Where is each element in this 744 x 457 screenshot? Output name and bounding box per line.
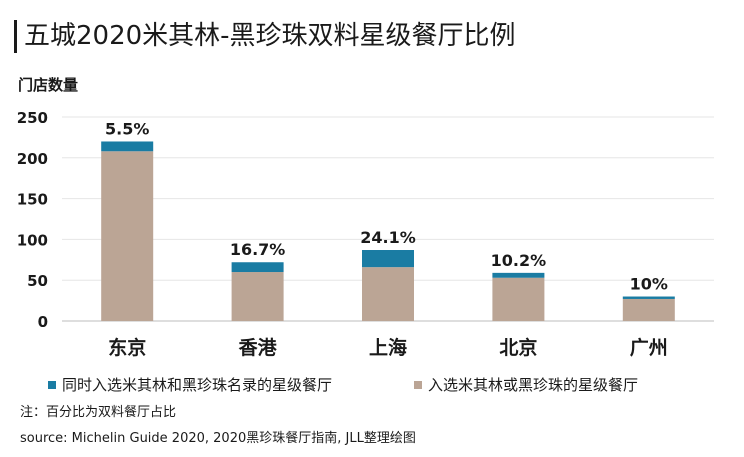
y-tick-label: 100 [17, 231, 48, 249]
source-line: source: Michelin Guide 2020, 2020黑珍珠餐厅指南… [20, 431, 416, 446]
x-tick-label: 东京 [108, 336, 146, 359]
legend-swatch-either [414, 380, 422, 389]
y-tick-label: 200 [17, 150, 48, 168]
data-label: 24.1% [360, 228, 416, 247]
footnote: 注：百分比为双料餐厅占比 [20, 405, 177, 420]
bar-segment-both [492, 272, 545, 278]
x-tick-label: 广州 [630, 336, 668, 359]
bar-segment-either [362, 267, 414, 321]
x-tick-label: 香港 [238, 337, 278, 359]
bar-segment-both [231, 262, 284, 273]
bar-chart: 0 50 100 150 200 250 5.5% 16.7% 24.1% 10.2% 10% 东… [17, 109, 714, 359]
legend-item-both: 同时入选米其林和黑珍珠名录的星级餐厅 [48, 374, 332, 395]
data-label: 5.5% [105, 119, 149, 138]
title-accent-bar [14, 20, 17, 53]
bar-segment-either [231, 272, 284, 321]
data-label: 10.2% [491, 251, 547, 270]
bar-segment-both [362, 250, 414, 268]
legend-label-either: 入选米其林或黑珍珠的星级餐厅 [428, 376, 639, 394]
y-tick-label: 50 [27, 272, 48, 290]
y-axis-label: 门店数量 [18, 76, 79, 94]
legend-swatch-both [48, 380, 56, 389]
y-tick-label: 0 [38, 313, 48, 331]
bar-segment-both [101, 141, 154, 152]
chart-title: 五城2020米其林-黑珍珠双料星级餐厅比例 [24, 21, 516, 51]
x-tick-label: 上海 [369, 336, 407, 359]
y-tick-label: 150 [17, 191, 48, 209]
bar-segment-both [622, 296, 675, 299]
legend-item-either: 入选米其林或黑珍珠的星级餐厅 [414, 374, 638, 395]
x-tick-label: 北京 [499, 336, 537, 359]
bar-segment-either [622, 298, 675, 321]
data-label: 16.7% [230, 240, 286, 259]
data-label: 10% [630, 275, 668, 294]
legend-label-both: 同时入选米其林和黑珍珠名录的星级餐厅 [62, 376, 333, 394]
y-tick-label: 250 [17, 109, 48, 127]
bar-segment-either [101, 151, 154, 321]
bar-segment-either [492, 277, 545, 321]
